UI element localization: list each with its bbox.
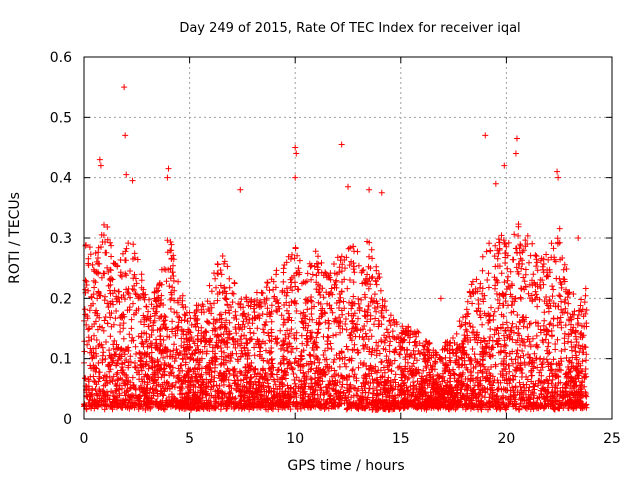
x-axis-title: GPS time / hours	[287, 458, 404, 474]
x-tick-label: 20	[497, 431, 515, 447]
y-tick-label: 0.1	[50, 352, 72, 368]
x-tick-label: 10	[286, 431, 304, 447]
roti-outlier-point	[575, 235, 582, 241]
roti-outlier-point	[97, 162, 104, 169]
roti-outlier-point	[437, 295, 444, 302]
y-axis-title: ROTI / TECUs	[7, 192, 23, 284]
roti-outlier-point	[96, 156, 103, 163]
roti-outlier-point	[555, 174, 562, 181]
roti-outlier-point	[129, 177, 136, 184]
roti-outlier-point	[237, 186, 244, 193]
roti-outlier-point	[378, 189, 385, 196]
x-tick-label: 15	[392, 431, 410, 447]
roti-outlier-point	[293, 150, 300, 157]
x-tick-label: 5	[185, 431, 194, 447]
y-tick-label: 0.4	[50, 171, 72, 187]
x-tick-label: 25	[603, 431, 621, 447]
roti-sample-cloud	[81, 221, 590, 413]
roti-outlier-point	[501, 162, 508, 169]
y-tick-label: 0.5	[50, 110, 72, 126]
roti-outlier-point	[492, 180, 499, 187]
y-tick-label: 0.3	[50, 231, 72, 247]
roti-outlier-point	[122, 132, 129, 139]
roti-outlier-point	[512, 150, 519, 157]
roti-outlier-point	[165, 165, 172, 172]
roti-outlier-point	[338, 141, 345, 148]
y-tick-label: 0.6	[50, 50, 72, 66]
y-tick-label: 0.2	[50, 291, 72, 307]
roti-outlier-point	[345, 183, 351, 190]
roti-outlier-point	[554, 168, 561, 175]
roti-outlier-point	[513, 135, 520, 142]
roti-outlier-point	[121, 84, 128, 91]
x-tick-label: 0	[80, 431, 89, 447]
y-tick-label: 0	[63, 412, 72, 428]
roti-outlier-point	[164, 174, 171, 181]
axis-ticks: 0 5 10 15 20 25 0 0.1 0.2 0.3 0.4 0.5 0.6	[50, 50, 621, 447]
roti-outlier-point	[292, 174, 299, 181]
roti-outlier-point	[292, 144, 299, 151]
roti-outlier-point	[366, 186, 373, 193]
roti-outlier-point	[482, 132, 489, 139]
chart-title: Day 249 of 2015, Rate Of TEC Index for r…	[179, 21, 520, 36]
roti-outlier-point	[123, 171, 130, 178]
data-points	[81, 84, 590, 413]
